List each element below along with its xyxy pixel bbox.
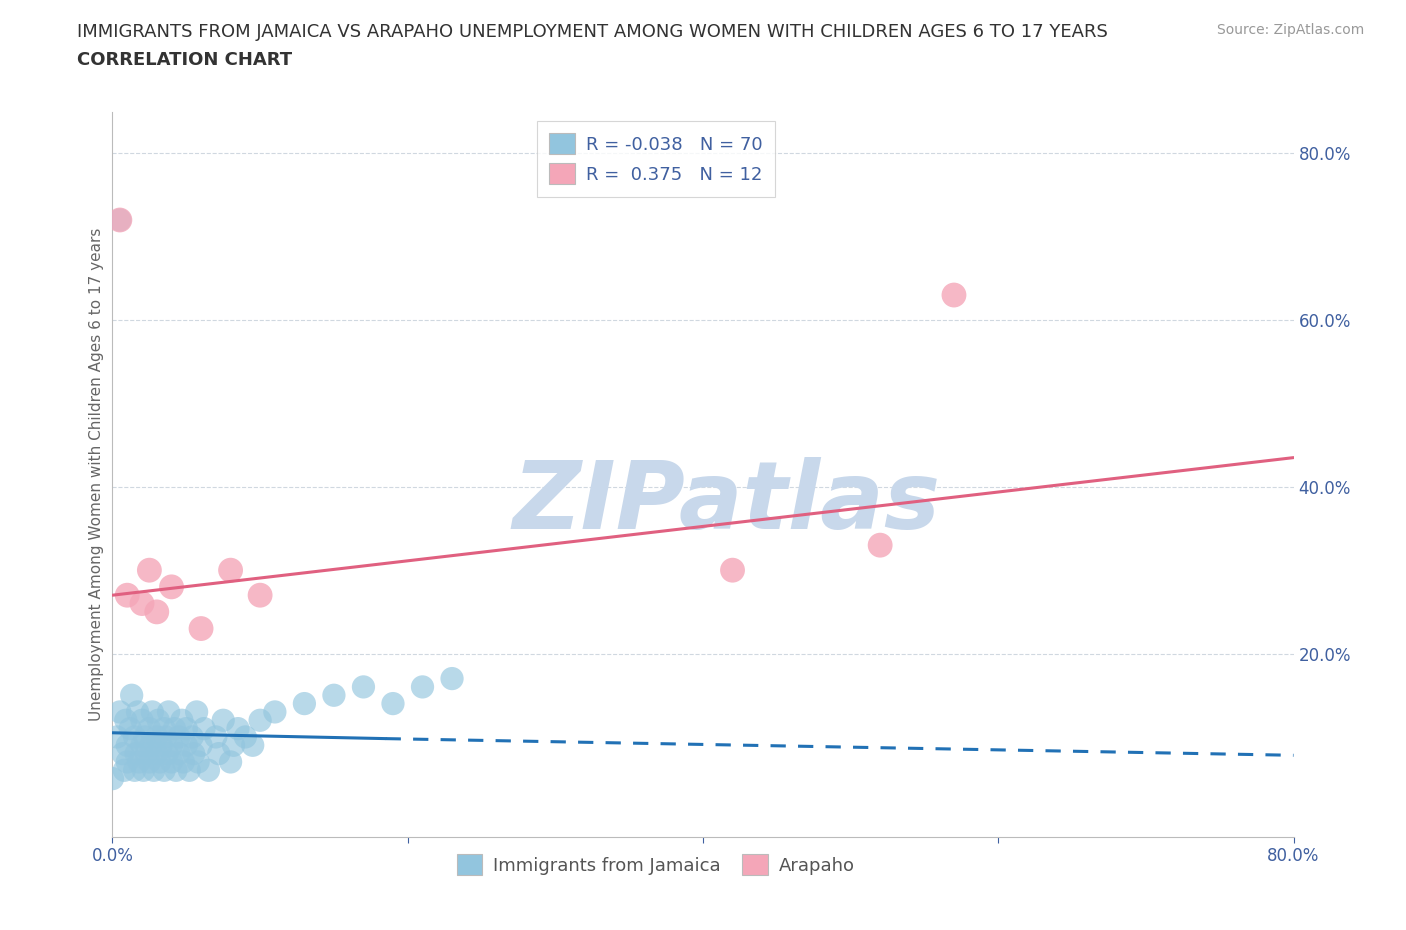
Point (132, 763, 155, 777)
Point (124, 763, 146, 777)
Point (183, 746, 205, 761)
Point (131, 596, 153, 611)
Point (153, 763, 176, 777)
Point (219, 754, 242, 769)
Point (112, 763, 135, 777)
Point (108, 213, 131, 228)
Text: CORRELATION CHART: CORRELATION CHART (77, 51, 292, 69)
Point (249, 712, 271, 727)
Point (197, 763, 219, 777)
Point (160, 737, 183, 752)
Point (138, 721, 160, 736)
Point (117, 754, 138, 769)
Point (352, 680, 374, 695)
Point (160, 754, 183, 769)
Point (101, 771, 124, 786)
Point (117, 737, 138, 752)
Point (149, 754, 172, 769)
Point (226, 721, 249, 736)
Point (190, 621, 212, 636)
Point (135, 746, 157, 761)
Point (249, 588, 271, 603)
Point (117, 588, 138, 603)
Point (105, 729, 128, 744)
Point (212, 712, 235, 727)
Point (233, 729, 256, 744)
Point (264, 705, 287, 720)
Legend: Immigrants from Jamaica, Arapaho: Immigrants from Jamaica, Arapaho (450, 847, 862, 883)
Text: ZIPatlas: ZIPatlas (513, 458, 941, 550)
Point (186, 705, 208, 720)
Point (146, 604, 169, 619)
Text: Source: ZipAtlas.com: Source: ZipAtlas.com (1216, 23, 1364, 37)
Point (208, 746, 231, 761)
Point (172, 754, 194, 769)
Point (156, 746, 179, 761)
Point (120, 721, 142, 736)
Point (205, 729, 228, 744)
Point (150, 737, 173, 752)
Point (181, 729, 204, 744)
Point (124, 729, 146, 744)
Point (160, 579, 183, 594)
Point (131, 712, 153, 727)
Point (146, 746, 169, 761)
Point (869, 538, 891, 552)
Point (128, 754, 150, 769)
Point (242, 737, 264, 752)
Point (441, 671, 464, 686)
Point (323, 688, 346, 703)
Point (167, 729, 190, 744)
Point (157, 705, 180, 720)
Point (153, 721, 176, 736)
Point (721, 563, 744, 578)
Point (179, 763, 201, 777)
Point (138, 754, 160, 769)
Point (190, 737, 212, 752)
Point (382, 697, 405, 711)
Point (114, 712, 136, 727)
Text: IMMIGRANTS FROM JAMAICA VS ARAPAHO UNEMPLOYMENT AMONG WOMEN WITH CHILDREN AGES 6: IMMIGRANTS FROM JAMAICA VS ARAPAHO UNEMP… (77, 23, 1108, 41)
Point (139, 737, 162, 752)
Point (111, 746, 134, 761)
Point (222, 737, 245, 752)
Point (170, 712, 193, 727)
Point (138, 563, 160, 578)
Point (193, 721, 215, 736)
Point (125, 746, 148, 761)
Point (942, 287, 965, 302)
Point (187, 754, 209, 769)
Point (127, 705, 149, 720)
Point (131, 737, 153, 752)
Point (108, 705, 131, 720)
Point (292, 697, 315, 711)
Point (141, 705, 163, 720)
Point (174, 737, 197, 752)
Point (142, 763, 165, 777)
Y-axis label: Unemployment Among Women with Children Ages 6 to 17 years: Unemployment Among Women with Children A… (89, 228, 104, 721)
Point (165, 763, 187, 777)
Point (167, 746, 190, 761)
Point (121, 688, 143, 703)
Point (108, 213, 131, 228)
Point (134, 729, 156, 744)
Point (174, 721, 197, 736)
Point (411, 680, 433, 695)
Point (148, 712, 170, 727)
Point (163, 721, 186, 736)
Point (146, 729, 169, 744)
Point (155, 729, 177, 744)
Point (219, 563, 242, 578)
